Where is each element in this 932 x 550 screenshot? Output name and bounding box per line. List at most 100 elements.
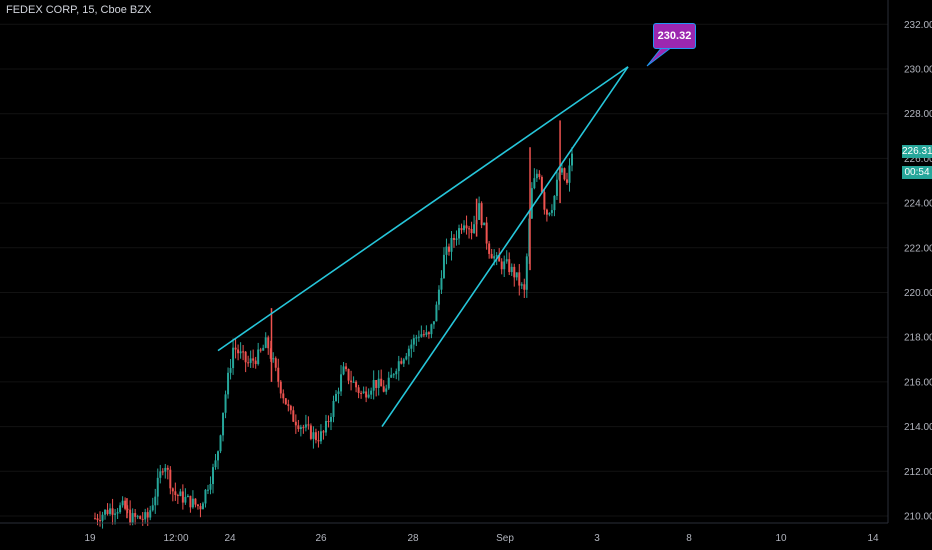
candle-body	[144, 512, 147, 520]
candle-body	[515, 272, 518, 278]
candle-body	[455, 238, 458, 240]
candle-body	[332, 400, 335, 417]
candle-body	[550, 210, 553, 213]
candle-body	[480, 203, 483, 226]
candle-body	[345, 366, 348, 370]
candle-body	[560, 168, 563, 173]
candle-body	[395, 371, 398, 375]
candle-body	[510, 266, 513, 273]
candle-body	[201, 503, 204, 510]
candle-body	[445, 246, 448, 255]
candle-body	[274, 358, 277, 368]
candle-body	[555, 179, 558, 196]
candle-body	[427, 332, 430, 335]
candle-body	[189, 495, 192, 508]
candle-body	[563, 168, 566, 180]
candle-body	[204, 489, 207, 504]
candle-body	[289, 405, 292, 411]
trendlines	[217, 66, 629, 428]
candle-body	[518, 272, 521, 286]
candle-body	[483, 222, 486, 226]
candle-body	[357, 387, 360, 393]
candle-body	[242, 351, 245, 353]
candle-body	[129, 509, 132, 523]
candle-body	[540, 176, 543, 193]
candle-body	[440, 278, 443, 290]
candle-body	[375, 380, 378, 388]
candle-body	[249, 358, 252, 363]
trendline	[381, 66, 629, 428]
bar-countdown-tag: 00:54	[902, 166, 932, 179]
candle-body	[382, 386, 385, 392]
candle-body	[317, 440, 320, 442]
candle-body	[543, 192, 546, 210]
y-tick-label: 218.00	[904, 333, 932, 344]
candle-body	[111, 508, 114, 515]
candle-body	[297, 425, 300, 430]
candle-body	[530, 188, 533, 219]
candle-body	[465, 225, 468, 229]
candle-body	[468, 228, 471, 230]
candle-body	[327, 420, 330, 422]
candle-body	[473, 224, 476, 234]
candle-body	[302, 427, 305, 429]
candle-body	[164, 467, 167, 472]
y-axis-ticks: 232.00 230.00 228.00 226.00 224.00 222.00 220.…	[904, 20, 932, 523]
x-tick-label: 24	[224, 533, 236, 544]
candle-body	[121, 500, 124, 506]
candle-body	[227, 372, 230, 395]
candle-body	[420, 334, 423, 337]
candle-body	[372, 380, 375, 391]
candle-body	[365, 391, 368, 398]
candle-body	[460, 228, 463, 231]
candle-body	[392, 374, 395, 376]
candle-body	[161, 471, 164, 473]
candle-body	[478, 203, 481, 220]
candle-body	[430, 324, 433, 335]
candle-body	[151, 505, 154, 511]
candle-body	[174, 491, 177, 496]
price-target-callout[interactable]: 230.32	[653, 23, 696, 49]
candle-body	[166, 467, 169, 470]
candle-body	[329, 416, 332, 422]
candle-body	[179, 491, 182, 497]
candle-body	[104, 509, 107, 515]
candle-body	[199, 506, 202, 510]
candle-body	[211, 467, 214, 485]
candle-body	[94, 518, 96, 520]
x-tick-label: 3	[594, 533, 600, 544]
trendline	[217, 66, 629, 352]
candle-body	[523, 284, 526, 290]
candle-body	[324, 420, 327, 433]
candle-body	[535, 173, 538, 179]
candle-body	[124, 500, 127, 509]
candle-body	[493, 256, 496, 259]
candle-body	[538, 173, 541, 177]
candle-body	[209, 484, 212, 490]
candle-body	[412, 338, 415, 345]
candle-body	[355, 381, 358, 388]
candle-body	[488, 243, 491, 254]
y-tick-label: 216.00	[904, 377, 932, 388]
candle-body	[407, 348, 410, 357]
candle-body	[548, 212, 551, 215]
candle-body	[169, 469, 172, 489]
y-tick-label: 232.00	[904, 20, 932, 31]
candle-body	[284, 398, 287, 405]
candle-body	[219, 435, 222, 452]
candle-body	[435, 304, 438, 322]
candle-body	[470, 228, 473, 234]
candle-body	[360, 392, 363, 394]
candle-body	[257, 349, 260, 365]
candle-body	[402, 359, 405, 364]
candle-body	[405, 356, 408, 360]
x-tick-label: 19	[84, 533, 96, 544]
candle-body	[262, 347, 265, 351]
candle-body	[463, 225, 466, 231]
candle-body	[136, 516, 139, 518]
candle-body	[224, 394, 227, 413]
candle-body	[447, 246, 450, 252]
candle-body	[505, 259, 508, 262]
candle-body	[109, 508, 112, 514]
